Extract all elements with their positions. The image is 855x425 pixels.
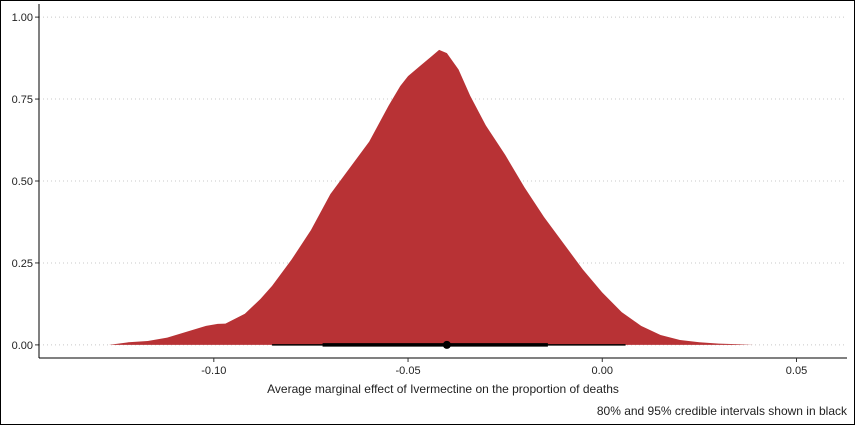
point-estimate — [442, 340, 451, 349]
density-area — [108, 49, 754, 345]
density-area-group — [108, 49, 754, 345]
x-tick-label: 0.05 — [786, 365, 807, 377]
x-tick-label: 0.00 — [592, 365, 613, 377]
x-tick-label: -0.05 — [395, 365, 420, 377]
axes: 0.00 0.25 0.50 0.75 1.00 -0.10 -0.05 0.00 0.05 — [12, 4, 847, 377]
chart-caption: 80% and 95% credible intervals shown in … — [597, 404, 848, 418]
x-axis-title: Average marginal effect of Ivermectine o… — [267, 382, 619, 396]
labels: Average marginal effect of Ivermectine o… — [267, 382, 848, 418]
y-tick-label: 1.00 — [12, 12, 33, 24]
y-tick-label: 0.50 — [12, 176, 33, 188]
x-tick-label: -0.10 — [201, 365, 226, 377]
interval-group — [272, 340, 626, 349]
y-tick-label: 0.25 — [12, 258, 33, 270]
y-tick-label: 0.75 — [12, 94, 33, 106]
y-tick-label: 0.00 — [12, 340, 33, 352]
